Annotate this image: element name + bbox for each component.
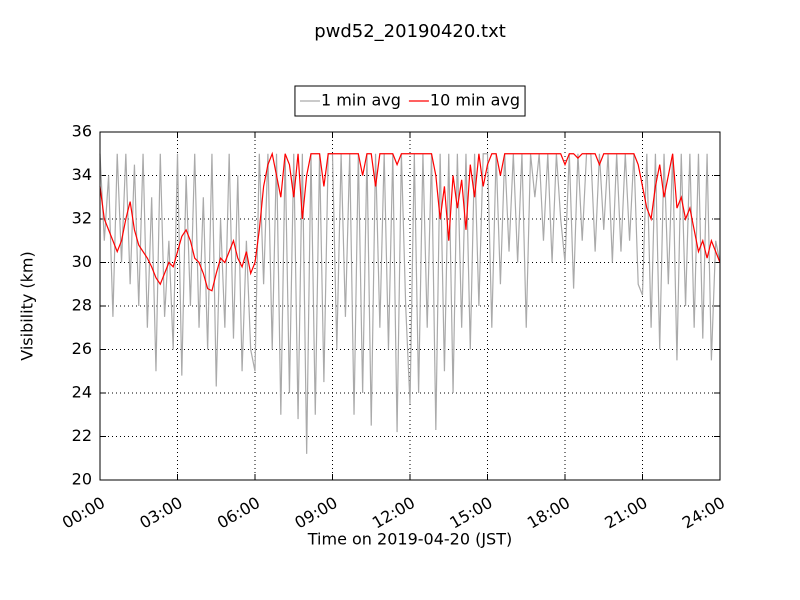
y-tick-label: 32	[72, 209, 92, 228]
y-tick-label: 30	[72, 252, 92, 271]
y-tick-label: 24	[72, 383, 92, 402]
y-tick-label: 34	[72, 165, 92, 184]
x-axis-label: Time on 2019-04-20 (JST)	[307, 530, 512, 549]
y-tick-label: 26	[72, 339, 92, 358]
legend-label: 10 min avg	[430, 91, 520, 110]
legend: 1 min avg 10 min avg	[294, 85, 526, 117]
y-tick-label: 22	[72, 426, 92, 445]
series-line	[99, 151, 721, 292]
y-axis-label: Visibility (km)	[18, 251, 37, 360]
y-tick-label: 28	[72, 296, 92, 315]
y-tick-label: 36	[72, 122, 92, 141]
legend-label: 1 min avg	[321, 91, 401, 110]
y-tick-label: 20	[72, 470, 92, 489]
chart-title: pwd52_20190420.txt	[314, 21, 506, 42]
plot-frame	[99, 131, 721, 481]
